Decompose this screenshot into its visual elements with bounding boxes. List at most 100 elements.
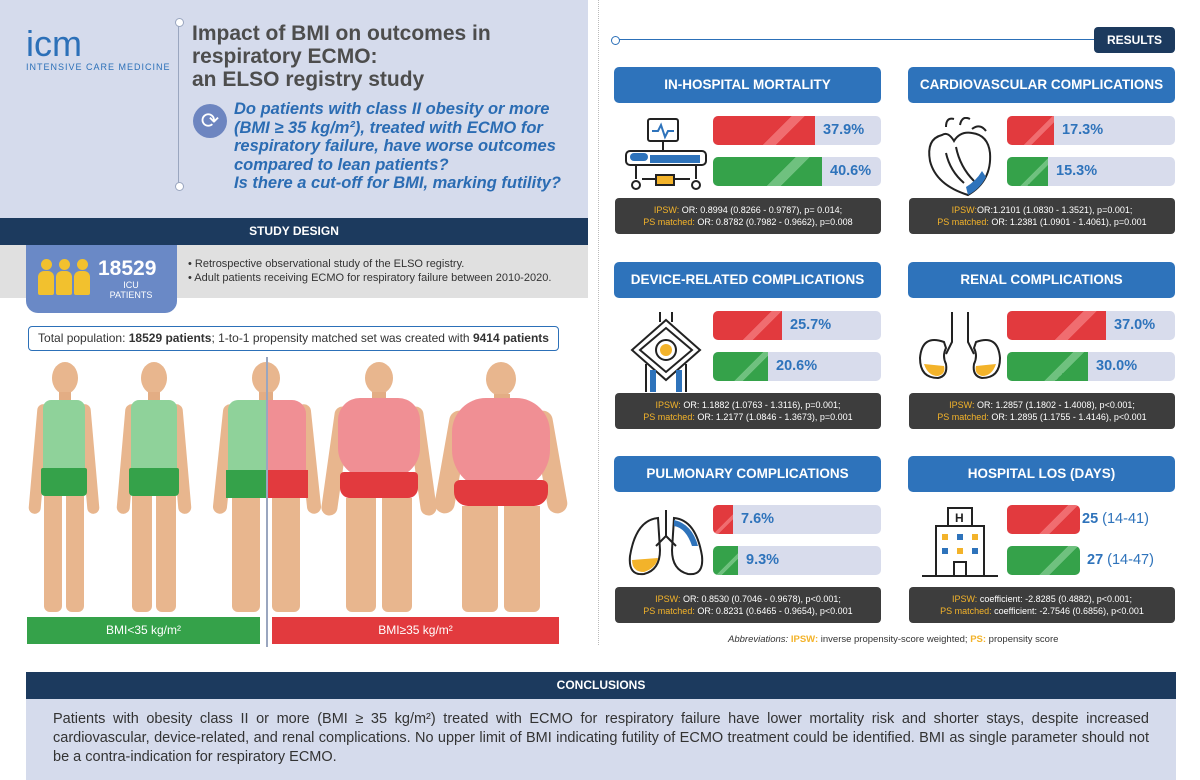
ipsw-value: OR: 0.8994 (0.8266 - 0.9787), p= 0.014; — [679, 205, 843, 215]
value-text: 27 — [1087, 552, 1104, 568]
bmi-low-label: BMI<35 kg/m² — [27, 617, 260, 644]
ecmo-device-icon — [630, 312, 702, 392]
bar-fill-green — [1007, 546, 1080, 575]
value-bmi-high: 7.6% — [741, 505, 774, 534]
panel-device-related-complications: DEVICE-RELATED COMPLICATIONS 25.7% 20.6%… — [614, 262, 882, 432]
icm-logo-mark: icm — [26, 23, 82, 64]
bar-bmi-high — [713, 116, 881, 145]
abbr-ipsw-key: IPSW: — [790, 634, 819, 645]
stats-box: IPSW: coefficient: -2.8285 (0.4882), p<0… — [909, 587, 1175, 623]
value-text: 20.6% — [776, 358, 818, 374]
conclusions-heading: CONCLUSIONS — [26, 672, 1176, 699]
header-panel — [0, 0, 588, 218]
body-figure-obese — [320, 362, 438, 612]
value-bmi-low: 30.0% — [1096, 352, 1137, 381]
bar-bmi-low — [1007, 352, 1175, 381]
bar-fill-green — [1007, 157, 1048, 186]
value-bmi-high: 25 (14-41) — [1082, 505, 1149, 534]
panel-title: RENAL COMPLICATIONS — [908, 262, 1175, 298]
question-line: (BMI ≥ 35 kg/m²), treated with ECMO for — [234, 118, 543, 137]
ipsw-label: IPSW: — [655, 400, 681, 410]
ps-value: OR: 0.8782 (0.7982 - 0.9662), p=0.008 — [694, 217, 853, 227]
abbr-ipsw-text: inverse propensity-score weighted; — [818, 634, 971, 645]
value-bmi-high: 25.7% — [790, 311, 831, 340]
bar-fill-green — [1007, 352, 1088, 381]
panel-renal-complications: RENAL COMPLICATIONS 37.0% 30.0% IPSW: OR… — [908, 262, 1176, 432]
ipsw-label: IPSW: — [655, 594, 681, 604]
icm-logo: icm INTENSIVE CARE MEDICINE — [26, 23, 176, 76]
value-bmi-low: 20.6% — [776, 352, 817, 381]
population-middle: ; 1-to-1 propensity matched set was crea… — [211, 331, 473, 345]
icu-label: ICU — [123, 280, 139, 290]
population-total: 18529 patients — [128, 331, 212, 345]
svg-text:H: H — [955, 511, 964, 525]
panel-title: DEVICE-RELATED COMPLICATIONS — [614, 262, 881, 298]
ipsw-label: IPSW: — [949, 400, 975, 410]
ipsw-label: IPSW: — [653, 205, 680, 215]
bar-fill-red — [1007, 311, 1106, 340]
bar-bmi-low — [1007, 157, 1175, 186]
ipsw-value: coefficient: -2.8285 (0.4882), p<0.001; — [977, 594, 1133, 604]
panel-title: PULMONARY COMPLICATIONS — [614, 456, 881, 492]
ipsw-value: OR: 1.1882 (1.0763 - 1.3116), p=0.001; — [680, 400, 841, 410]
kidneys-icon — [918, 312, 1002, 380]
bar-bmi-low — [713, 157, 881, 186]
bar-bmi-low — [713, 352, 881, 381]
person-icon — [38, 259, 54, 295]
title-line: respiratory ECMO: — [192, 45, 378, 68]
value-text: 17.3% — [1062, 122, 1104, 138]
value-text: 37.0% — [1114, 317, 1156, 333]
abbr-ps-key: PS: — [970, 634, 987, 645]
stats-box: IPSW:OR:1.2101 (1.0830 - 1.3521), p=0.00… — [909, 198, 1175, 234]
value-text: 40.6% — [830, 163, 872, 179]
ps-label: PS matched: — [643, 412, 695, 422]
ipsw-label: IPSW: — [951, 594, 978, 604]
ipsw-value: OR:1.2101 (1.0830 - 1.3521), p=0.001; — [976, 205, 1133, 215]
question-line: respiratory failure, have worse outcomes — [234, 137, 556, 155]
value-text: 7.6% — [741, 511, 775, 527]
logo-text: INTENSIVE CARE MEDICINE — [26, 62, 171, 72]
bar-bmi-high — [713, 505, 881, 534]
value-bmi-high: 37.0% — [1114, 311, 1155, 340]
ps-label: PS matched: — [937, 217, 989, 227]
question-line: Do patients with class II obesity or mor… — [234, 100, 550, 118]
ps-label: PS matched: — [643, 606, 695, 616]
hospital-bed-icon — [625, 118, 707, 190]
body-figure-severely-obese — [433, 362, 569, 612]
ipsw-value: OR: 1.2857 (1.1802 - 1.4008), p<0.001; — [974, 400, 1135, 410]
question-line: compared to lean patients? — [234, 155, 449, 174]
heart-icon — [928, 117, 992, 197]
patients-label: PATIENTS — [109, 290, 153, 300]
bullet-item: • Retrospective observational study of t… — [188, 258, 465, 270]
panel-title: HOSPITAL LOS (DAYS) — [908, 456, 1175, 492]
bar-fill-red — [713, 505, 733, 534]
value-text: 25.7% — [790, 317, 832, 333]
bar-bmi-high — [713, 311, 881, 340]
abbr-label: Abbreviations: — [728, 634, 789, 645]
bar-bmi-high — [1007, 116, 1175, 145]
ps-value: OR: 0.8231 (0.6465 - 0.9654), p<0.001 — [694, 606, 853, 616]
value-text: 30.0% — [1096, 358, 1138, 374]
value-bmi-low: 15.3% — [1056, 157, 1097, 186]
panel-hospital-los: HOSPITAL LOS (DAYS) H 25 (14-41) 27 (14-… — [908, 456, 1176, 626]
total-population-box: Total population: 18529 patients; 1-to-1… — [28, 326, 559, 351]
person-icon — [56, 259, 72, 295]
stats-box: IPSW: OR: 0.8530 (0.7046 - 0.9678), p<0.… — [615, 587, 881, 623]
title-line: an ELSO registry study — [192, 68, 425, 91]
stats-box: IPSW: OR: 0.8994 (0.8266 - 0.9787), p= 0… — [615, 198, 881, 234]
body-figure-overweight-split — [212, 362, 322, 612]
results-rule — [611, 36, 1099, 45]
ps-value: OR: 1.2177 (1.0846 - 1.3673), p=0.001 — [694, 412, 853, 422]
research-question: Do patients with class II obesity or mor… — [234, 100, 584, 193]
bar-fill-red — [713, 116, 815, 145]
section-divider — [598, 0, 599, 645]
title-line: Impact of BMI on outcomes in — [192, 22, 491, 45]
abbreviations-note: Abbreviations: IPSW: inverse propensity-… — [728, 634, 1058, 645]
population-prefix: Total population: — [38, 331, 129, 345]
lungs-icon — [628, 510, 704, 576]
abbr-ps-text: propensity score — [986, 634, 1059, 645]
logo-letters: icm — [26, 26, 82, 60]
value-bmi-high: 17.3% — [1062, 116, 1103, 145]
bar-fill-green — [713, 157, 822, 186]
panel-title: IN-HOSPITAL MORTALITY — [614, 67, 881, 103]
